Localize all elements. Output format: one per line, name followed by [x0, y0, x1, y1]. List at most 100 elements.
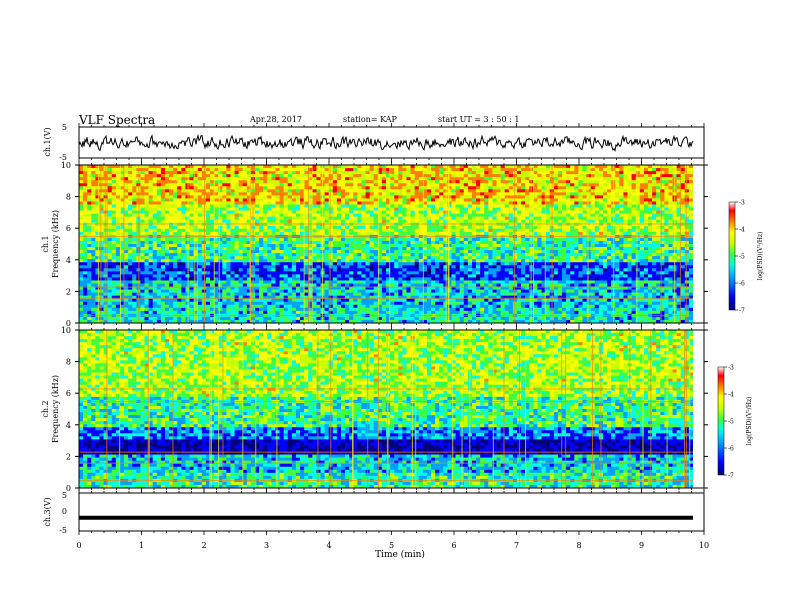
ch1-spectrogram-cell: [545, 219, 551, 224]
ch1-spectrogram-cell: [111, 195, 117, 199]
ch1-spectrogram-cell: [578, 192, 583, 196]
ch1-spectrogram-cell: [132, 180, 137, 184]
ch1-spectrogram-cell: [300, 244, 305, 248]
ch1-spectrogram-cell: [390, 228, 395, 233]
ch1-spectrogram-cell: [234, 177, 239, 181]
ch1-spectrogram-cell: [267, 204, 272, 208]
ch1-spectrogram-cell: [619, 171, 624, 175]
ch1-spectrogram-cell: [451, 165, 456, 169]
ch1-spectrogram-cell: [443, 180, 448, 184]
ch1-spectrogram-cell: [111, 259, 117, 263]
ch1-spectrogram-cell: [271, 262, 276, 266]
ch1-spectrogram-cell: [476, 259, 481, 263]
ch1-spectrogram-cell: [398, 210, 403, 214]
ch1-spectrogram-cell: [349, 231, 354, 236]
ch1-spectrogram-cell: [275, 244, 280, 248]
ch1-spectrogram-cell: [226, 244, 231, 248]
ch1-spectrogram-cell: [148, 177, 153, 181]
ch1-spectrogram-cell: [144, 244, 149, 248]
ch1-spectrogram-cell: [390, 168, 395, 172]
ch1-spectrogram-cell: [381, 177, 387, 181]
ch1-spectrogram-cell: [631, 262, 636, 266]
ch1-spectrogram-cell: [124, 216, 129, 220]
ch1-spectrogram-cell: [218, 265, 223, 269]
ch1-spectrogram-cell: [242, 210, 248, 214]
ch1-spectrogram-cell: [594, 250, 600, 254]
ch1-spectrogram-cell: [443, 237, 448, 242]
ch1-spectrogram-cell: [418, 174, 424, 178]
ch1-spectrogram-cell: [369, 183, 375, 187]
ch1-spectrogram-cell: [242, 183, 248, 187]
ch1-spectrogram-cell: [631, 204, 636, 208]
ch1-spectrogram-cell: [263, 177, 268, 181]
ch1-spectrogram-cell: [308, 219, 313, 224]
ch1-spectrogram-cell: [680, 168, 686, 172]
ch1-spectrogram-cell: [377, 204, 383, 208]
ch1-spectrogram-cell: [373, 201, 379, 205]
ch1-spectrogram-cell: [209, 186, 215, 190]
ch1-spectrogram-cell: [173, 204, 178, 208]
ch1-spectrogram-cell: [422, 216, 428, 220]
ch1-spectrogram-cell: [459, 177, 465, 181]
ch1-spectrogram-cell: [361, 216, 366, 220]
ch1-spectrogram-cell: [602, 247, 608, 251]
ch1-spectrogram-cell: [173, 265, 178, 269]
ch1-spectrogram-cell: [557, 219, 563, 224]
ch1-spectrogram-cell: [316, 189, 321, 193]
ch1-spectrogram-cell: [426, 250, 432, 254]
ch1-spectrogram-cell: [578, 168, 583, 172]
ch1-spectrogram-cell: [582, 174, 587, 178]
ch1-spectrogram-cell: [214, 195, 219, 199]
ch1-spectrogram-cell: [480, 195, 485, 199]
ch1-spectrogram-cell: [398, 225, 403, 230]
ch1-spectrogram-cell: [652, 219, 657, 224]
ch1-spectrogram-cell: [209, 165, 215, 169]
ch1-spectrogram-cell: [369, 204, 375, 208]
ch1-spectrogram-cell: [99, 225, 104, 230]
ch1-spectrogram-cell: [664, 171, 669, 175]
ch1-spectrogram-cell: [504, 262, 510, 266]
ch1-spectrogram-cell: [246, 259, 252, 263]
ch1-spectrogram-cell: [103, 177, 108, 181]
ch1-spectrogram-cell: [201, 168, 207, 172]
ch1-spectrogram-cell: [647, 250, 653, 254]
ch1-spectrogram-cell: [480, 171, 485, 175]
ch1-spectrogram-cell: [398, 195, 403, 199]
ch1-spectrogram-cell: [680, 225, 686, 230]
ch1-spectrogram-cell: [676, 259, 682, 263]
ch1-spectrogram-cell: [602, 207, 608, 211]
ch1-spectrogram-cell: [160, 198, 166, 202]
ch1-spectrogram-cell: [271, 168, 276, 172]
ch1-spectrogram-cell: [267, 183, 272, 187]
ch1-spectrogram-cell: [570, 207, 575, 211]
ch1-spectrogram-cell: [390, 253, 395, 257]
ch1-spectrogram-cell: [103, 237, 108, 242]
ch1-spectrogram-cell: [214, 168, 219, 172]
ch1-spectrogram-cell: [156, 195, 162, 199]
ch1-spectrogram-cell: [459, 192, 465, 196]
ch1-spectrogram-cell: [365, 192, 370, 196]
ch1-spectrogram-cell: [177, 201, 182, 205]
ch1-spectrogram-cell: [140, 256, 145, 260]
ch1-spectrogram-cell: [119, 256, 125, 260]
ch1-spectrogram-cell: [410, 253, 415, 257]
ch1-spectrogram-cell: [660, 231, 665, 236]
ch1-spectrogram-cell: [164, 171, 170, 175]
ch1-spectrogram-cell: [414, 240, 420, 245]
ch1-spectrogram-cell: [345, 174, 350, 178]
ch1-spectrogram-cell: [574, 195, 579, 199]
ch1-spectrogram-cell: [553, 189, 559, 193]
ch1-spectrogram-cell: [586, 207, 591, 211]
ch1-spectrogram-cell: [156, 177, 162, 181]
ch1-spectrogram-cell: [480, 213, 485, 217]
ch1-spectrogram-cell: [635, 195, 641, 199]
ch1-spectrogram-cell: [283, 180, 289, 184]
ch1-spectrogram-cell: [594, 231, 600, 236]
ch1-spectrogram-cell: [463, 201, 469, 205]
ch1-spectrogram-cell: [627, 192, 632, 196]
ch1-spectrogram-cell: [500, 168, 505, 172]
ch1-spectrogram-cell: [271, 216, 276, 220]
ch1-spectrogram-cell: [128, 216, 133, 220]
ch1-spectrogram-cell: [557, 168, 563, 172]
ch1-spectrogram-cell: [111, 256, 117, 260]
